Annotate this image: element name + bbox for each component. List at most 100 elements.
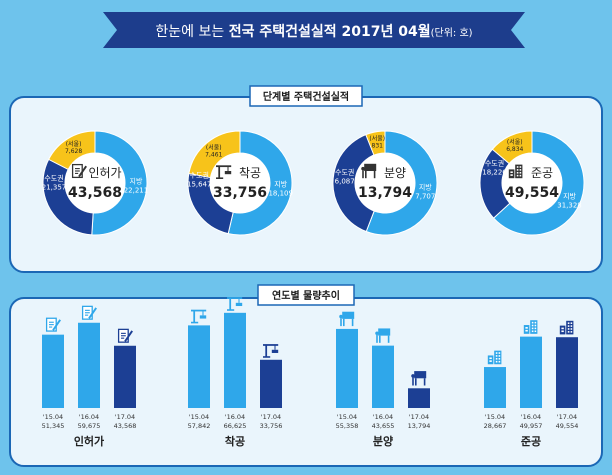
document-pen-icon — [117, 328, 133, 343]
sudogwon-value: 21,357 — [42, 184, 67, 192]
bar-year-label: '17.04 — [115, 413, 135, 421]
bar — [556, 337, 578, 408]
jibang-label: 지방 — [130, 176, 143, 185]
bar-value-label: 28,667 — [484, 422, 507, 430]
donut-slice-seoul — [47, 130, 96, 171]
bar — [42, 334, 64, 408]
title-banner: 한눈에 보는 전국 주택건설실적 2017년 04월(단위: 호) — [103, 12, 525, 48]
bar-value-label: 57,842 — [188, 422, 211, 430]
bar-year-label: '16.04 — [79, 413, 99, 421]
bar-year-label: '15.04 — [337, 413, 357, 421]
bar-year-label: '16.04 — [225, 413, 245, 421]
bar-value-label: 55,358 — [336, 422, 359, 430]
bar — [520, 336, 542, 408]
bar-year-label: '17.04 — [261, 413, 281, 421]
bar-charts: '15.0451,345'16.0459,675'17.0443,568인허가'… — [42, 297, 578, 448]
bar — [78, 322, 100, 408]
seoul-label: (서울) — [66, 140, 82, 148]
trend-section-label: 연도별 물량추이 — [272, 289, 340, 302]
jibang-label: 지방 — [419, 183, 432, 192]
donut-name: 착공 — [239, 166, 261, 180]
building-icon — [508, 164, 523, 179]
document-pen-icon — [71, 163, 87, 179]
sale-sign-icon — [411, 371, 427, 386]
donut-total: 43,568 — [68, 185, 122, 201]
seoul-value: 831 — [372, 143, 384, 150]
bar-value-label: 33,756 — [260, 422, 283, 430]
seoul-value: 7,461 — [205, 151, 222, 158]
crane-icon — [191, 309, 207, 324]
bar-value-label: 43,568 — [114, 422, 137, 430]
bar-year-label: '15.04 — [485, 413, 505, 421]
sudogwon-label: 수도권 — [44, 175, 63, 183]
bar — [114, 345, 136, 408]
sudogwon-value: 15,647 — [187, 180, 212, 188]
sudogwon-label: 수도권 — [485, 159, 504, 167]
bar — [372, 345, 394, 408]
donut-total: 49,554 — [505, 185, 559, 201]
bar-year-label: '16.04 — [521, 413, 541, 421]
crane-icon — [227, 297, 243, 311]
building-icon — [523, 320, 538, 334]
group-name-label: 준공 — [521, 435, 541, 448]
group-name-label: 착공 — [225, 434, 245, 448]
bar-year-label: '16.04 — [373, 413, 393, 421]
seoul-value: 6,834 — [506, 146, 523, 153]
jibang-label: 지방 — [274, 180, 287, 189]
jibang-value: 18,109 — [268, 190, 293, 198]
bar-year-label: '15.04 — [189, 413, 209, 421]
bar-value-label: 51,345 — [42, 422, 65, 430]
donut-hole — [65, 153, 125, 213]
bar-value-label: 66,625 — [224, 422, 247, 430]
bar-value-label: 49,957 — [520, 422, 543, 430]
crane-icon — [263, 344, 279, 358]
seoul-value: 7,628 — [65, 148, 82, 155]
donut-hole — [355, 153, 415, 213]
bar — [336, 328, 358, 408]
stage-section-label: 단계별 주택건설실적 — [263, 90, 349, 103]
document-pen-icon — [81, 305, 97, 320]
donut-total: 33,756 — [213, 185, 267, 201]
seoul-label: (서울) — [507, 138, 523, 146]
bar-year-label: '17.04 — [557, 413, 577, 421]
bar — [484, 367, 506, 408]
bar-year-label: '15.04 — [43, 413, 63, 421]
group-name-label: 분양 — [373, 434, 393, 448]
trend-section-label-box — [257, 284, 355, 306]
bar-value-label: 43,655 — [372, 422, 395, 430]
bar-value-label: 13,794 — [408, 422, 431, 430]
banner-title: 한눈에 보는 전국 주택건설실적 2017년 04월(단위: 호) — [155, 23, 472, 40]
seoul-label: (서울) — [206, 143, 222, 151]
donut-total: 13,794 — [358, 185, 412, 201]
sudogwon-value: 6,087 — [335, 177, 355, 185]
donut-hole — [210, 153, 270, 213]
banner-ribbon — [103, 12, 525, 48]
jibang-value: 31,328 — [557, 202, 582, 210]
group-name-label: 인허가 — [74, 434, 104, 448]
jibang-value: 22,211 — [124, 186, 149, 194]
donut-name: 인허가 — [88, 166, 121, 180]
sale-sign-icon — [339, 311, 355, 327]
donut-charts: 인허가43,568(서울)7,628지방22,211수도권21,357착공33,… — [42, 130, 585, 236]
bar — [408, 388, 430, 408]
sale-sign-icon — [375, 328, 391, 343]
stage-section-label-box — [249, 85, 363, 107]
bar — [260, 359, 282, 408]
building-icon — [487, 350, 502, 365]
sudogwon-label: 수도권 — [190, 171, 209, 179]
donut-name: 준공 — [531, 166, 553, 180]
bar — [188, 325, 210, 408]
crane-icon — [216, 165, 232, 180]
donut-hole — [502, 153, 562, 213]
building-icon — [559, 320, 574, 335]
sudogwon-label: 수도권 — [335, 168, 354, 176]
document-pen-icon — [45, 317, 61, 332]
sale-sign-icon — [361, 163, 377, 179]
